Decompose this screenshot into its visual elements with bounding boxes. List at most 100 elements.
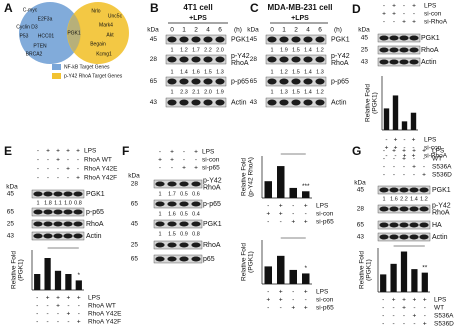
- y-axis-label: (PGK1): [18, 259, 25, 281]
- blot-band: [303, 56, 313, 63]
- kda-value: 25: [7, 221, 15, 228]
- condition-sign: -: [403, 313, 405, 320]
- blot-band: [167, 99, 177, 106]
- condition-sign: +: [382, 11, 386, 18]
- condition-sign: -: [78, 303, 80, 310]
- blot-band: [179, 201, 189, 207]
- condition-sign: +: [194, 149, 198, 156]
- blot-band: [167, 221, 177, 227]
- blot-band: [43, 209, 53, 215]
- bar: [289, 269, 297, 284]
- blot-band: [303, 78, 313, 85]
- blot-band: [167, 242, 177, 248]
- condition-name: S536A: [432, 164, 452, 171]
- timepoint: 0: [270, 27, 274, 34]
- blot-band: [33, 209, 43, 215]
- condition-sign: -: [393, 313, 395, 320]
- condition-name: RhoA Y42E: [88, 311, 122, 318]
- blot-name: Actin: [331, 99, 347, 106]
- blot-name: RhoA: [86, 221, 104, 228]
- bar: [390, 263, 397, 292]
- blot-band: [315, 78, 325, 85]
- condition-sign: -: [67, 303, 69, 310]
- blot-band: [179, 56, 189, 63]
- condition-name: RhoA WT: [84, 157, 112, 164]
- y-axis-label: Relative Fold: [241, 158, 248, 196]
- condition-sign: -: [159, 165, 161, 172]
- quant-value: 1.2: [420, 196, 428, 202]
- condition-sign: +: [77, 319, 81, 326]
- condition-sign: +: [304, 203, 308, 210]
- blot-band: [419, 187, 429, 193]
- blot-band: [63, 221, 73, 227]
- condition-sign: +: [194, 165, 198, 172]
- blot-band: [379, 59, 389, 65]
- kda-label: kDa: [6, 184, 18, 191]
- blot-band: [155, 256, 165, 262]
- condition-sign: -: [413, 321, 415, 328]
- kda-value: 65: [131, 201, 139, 208]
- panel-label: B: [150, 1, 159, 15]
- bar: [401, 121, 408, 130]
- gene: PTEN: [33, 43, 47, 49]
- blot-band: [167, 78, 177, 85]
- quant-value: 1.5: [292, 47, 300, 53]
- condition-name: RhoA Y42F: [84, 175, 117, 182]
- condition-name: RhoA Y42F: [88, 319, 121, 326]
- time-unit: (h): [334, 27, 342, 34]
- bar: [54, 270, 62, 290]
- condition-sign: -: [382, 321, 384, 328]
- quant-value: 1.6: [192, 69, 200, 75]
- blot-band: [291, 36, 301, 43]
- bar: [264, 181, 272, 198]
- condition-sign: -: [383, 19, 385, 26]
- condition-sign: -: [57, 319, 59, 326]
- condition-sign: -: [403, 164, 405, 171]
- blot-band: [191, 242, 201, 248]
- blot-band: [419, 206, 429, 212]
- quant-value: 1.3: [316, 69, 324, 75]
- blot-band: [203, 99, 213, 106]
- condition-sign: -: [292, 297, 294, 304]
- y-axis-label: Relative Fold: [365, 84, 372, 122]
- quant-value: 1.3: [280, 89, 288, 95]
- blot-band: [53, 221, 63, 227]
- bar: [400, 251, 408, 292]
- condition-sign: -: [57, 311, 59, 318]
- blot-name: PGK1: [203, 221, 222, 228]
- bar: [383, 108, 390, 130]
- quant-value: 1: [170, 47, 173, 53]
- quant-value: 1: [270, 47, 273, 53]
- condition-sign: +: [412, 153, 416, 160]
- condition-sign: +: [76, 175, 80, 182]
- blot-strip: [153, 219, 203, 229]
- condition-sign: +: [402, 305, 406, 312]
- condition-sign: -: [393, 156, 395, 163]
- blot-band: [155, 221, 165, 227]
- condition-sign: -: [195, 157, 197, 164]
- blot-band: [33, 191, 43, 197]
- bar: [421, 272, 428, 292]
- quant-value: 1: [158, 231, 161, 237]
- quant-value: 2.2: [204, 47, 212, 53]
- quant-value: 1.1: [54, 200, 62, 206]
- blot-band: [191, 36, 201, 43]
- condition-sign: -: [383, 148, 385, 155]
- blot-band: [203, 78, 213, 85]
- condition-name: si-con: [316, 297, 334, 304]
- panel-label: A: [4, 1, 13, 15]
- quant-value: 1.6: [168, 211, 176, 217]
- condition-sign: -: [36, 311, 38, 318]
- condition-name: LPS: [84, 148, 97, 155]
- condition-sign: +: [412, 137, 416, 144]
- timepoint: 6: [318, 27, 322, 34]
- legend-swatch: [52, 73, 61, 79]
- bar: [411, 269, 418, 292]
- blot-band: [399, 234, 409, 240]
- condition-sign: -: [67, 319, 69, 326]
- kda-value: 43: [7, 233, 15, 240]
- significance: ***: [302, 183, 310, 190]
- condition-sign: +: [170, 149, 174, 156]
- blot-band: [379, 206, 389, 212]
- blot-name: p-Y42: [432, 202, 451, 209]
